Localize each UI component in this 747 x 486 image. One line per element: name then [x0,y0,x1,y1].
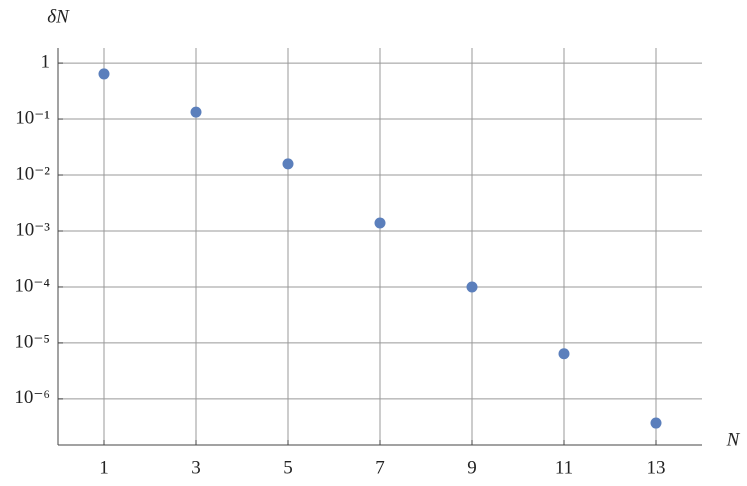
x-axis-label: N [726,429,741,450]
point [558,348,570,360]
point [374,217,386,229]
x-tick-label: 9 [467,457,477,478]
x-tick-label: 5 [283,457,293,478]
point [650,417,662,429]
x-tick-label: 7 [375,457,385,478]
y-tick-label: 10⁻³ [15,219,50,240]
x-tick-label: 1 [99,457,109,478]
y-tick-label: 10⁻⁴ [14,275,50,296]
x-tick-label: 13 [647,457,666,478]
y-tick-label: 1 [41,51,51,72]
y-tick-label: 10⁻⁵ [14,331,50,352]
y-axis-label: δN [47,6,70,27]
point [282,158,294,170]
y-tick-label: 10⁻⁶ [14,387,50,408]
y-tick-label: 10⁻¹ [15,107,50,128]
point [466,281,478,293]
point [190,106,202,118]
x-tick-label: 11 [555,457,573,478]
y-tick-label: 10⁻² [15,163,50,184]
x-tick-label: 3 [191,457,201,478]
point [98,68,110,80]
